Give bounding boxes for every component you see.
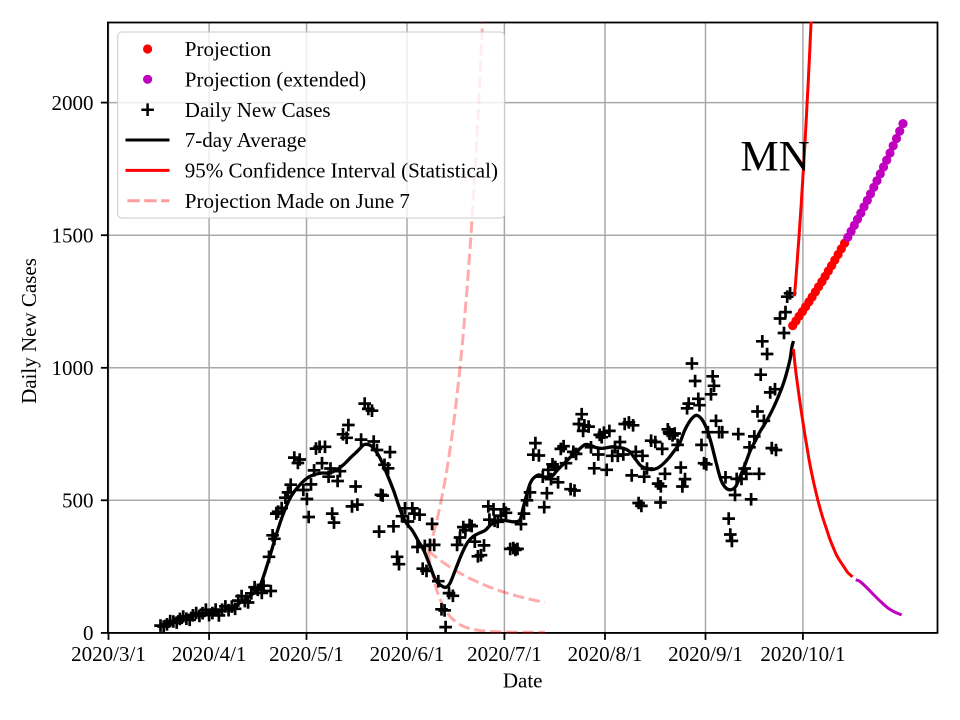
svg-text:Projection Made on June 7: Projection Made on June 7 bbox=[185, 189, 410, 213]
svg-text:MN: MN bbox=[740, 133, 809, 180]
svg-text:2020/10/1: 2020/10/1 bbox=[760, 642, 845, 666]
svg-text:2020/9/1: 2020/9/1 bbox=[668, 642, 743, 666]
svg-text:Date: Date bbox=[503, 669, 543, 693]
svg-text:95% Confidence Interval (Stati: 95% Confidence Interval (Statistical) bbox=[185, 159, 498, 183]
svg-text:2000: 2000 bbox=[52, 91, 94, 115]
svg-text:Daily New Cases: Daily New Cases bbox=[185, 98, 331, 122]
svg-text:Daily New Cases: Daily New Cases bbox=[17, 258, 41, 404]
svg-text:2020/6/1: 2020/6/1 bbox=[370, 642, 445, 666]
svg-text:1500: 1500 bbox=[52, 224, 94, 248]
svg-text:7-day Average: 7-day Average bbox=[185, 128, 306, 152]
svg-text:500: 500 bbox=[62, 489, 94, 513]
svg-text:1000: 1000 bbox=[52, 356, 94, 380]
svg-text:2020/5/1: 2020/5/1 bbox=[269, 642, 344, 666]
svg-text:Projection (extended): Projection (extended) bbox=[185, 68, 366, 92]
svg-text:2020/4/1: 2020/4/1 bbox=[172, 642, 247, 666]
svg-text:2020/8/1: 2020/8/1 bbox=[568, 642, 643, 666]
svg-text:0: 0 bbox=[83, 621, 94, 645]
svg-text:Projection: Projection bbox=[185, 37, 272, 61]
svg-text:2020/7/1: 2020/7/1 bbox=[467, 642, 542, 666]
svg-text:2020/3/1: 2020/3/1 bbox=[71, 642, 146, 666]
